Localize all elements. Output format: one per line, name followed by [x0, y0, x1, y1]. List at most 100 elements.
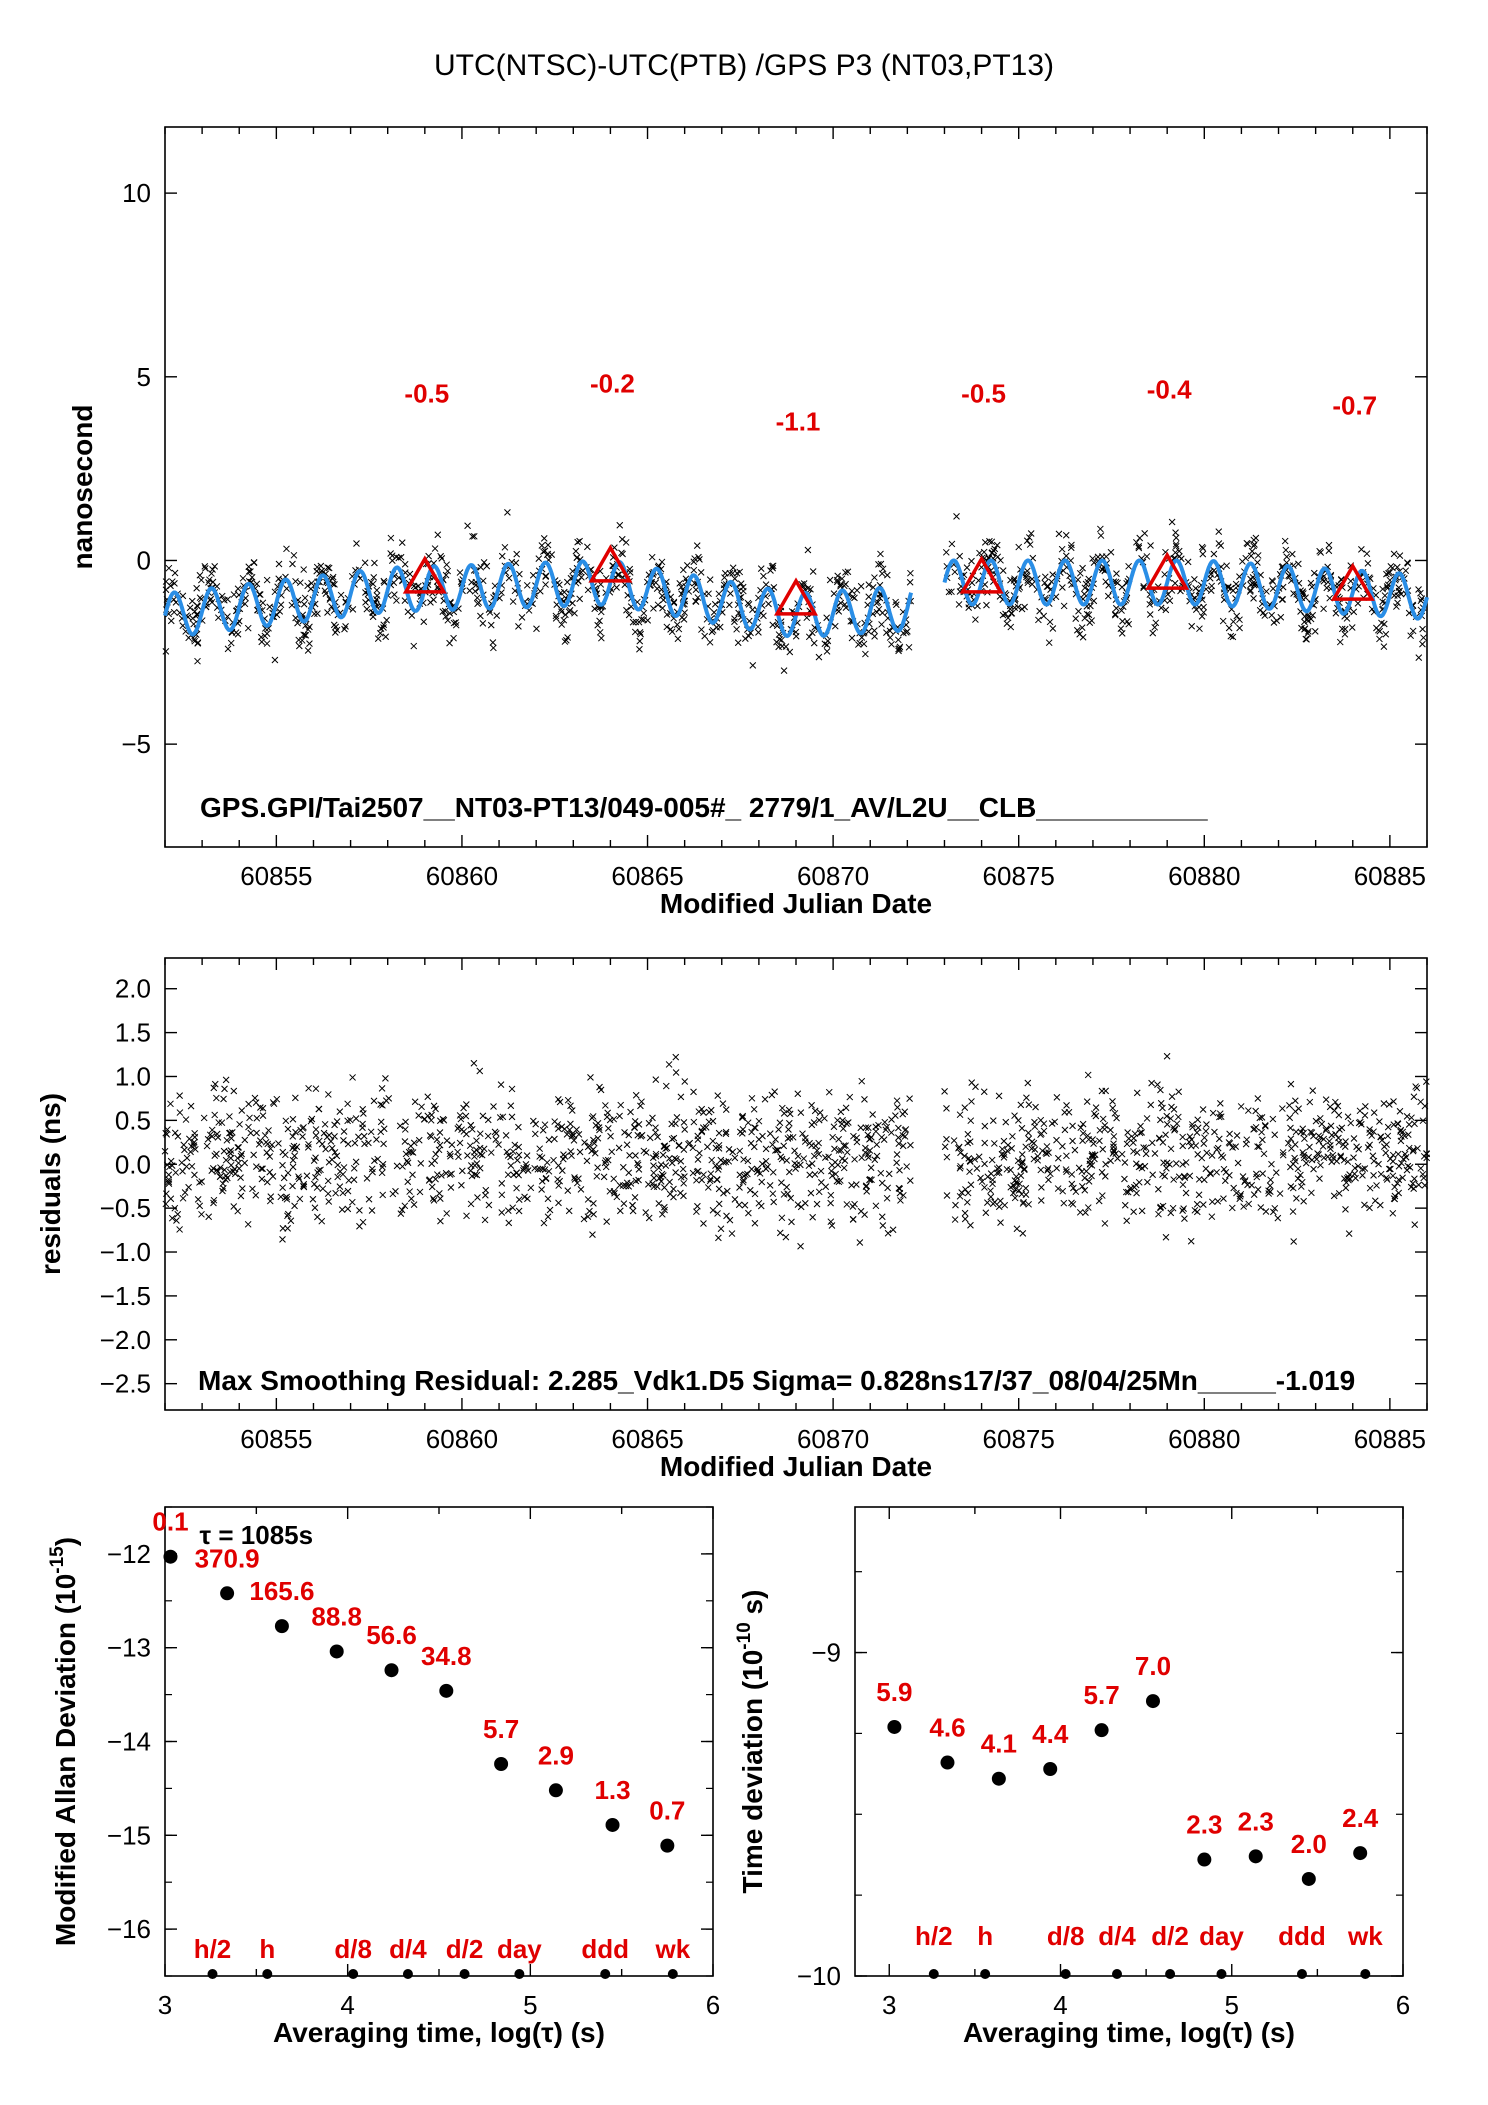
data-point — [471, 1153, 478, 1160]
data-point — [1138, 1164, 1146, 1172]
data-point — [746, 1186, 754, 1194]
data-point — [1208, 1198, 1216, 1206]
data-point — [901, 1126, 909, 1134]
data-point — [318, 567, 326, 575]
data-point — [715, 590, 723, 598]
data-point — [886, 634, 894, 641]
data-point — [245, 1100, 252, 1108]
data-point — [827, 1218, 835, 1226]
data-point — [1301, 1135, 1308, 1143]
data-point — [352, 1115, 360, 1122]
data-point — [404, 1178, 412, 1186]
data-point — [168, 1162, 176, 1170]
interval-marker — [1112, 1969, 1123, 1979]
data-point — [165, 564, 173, 572]
data-point — [324, 564, 332, 571]
data-point — [479, 619, 487, 627]
data-point — [882, 1126, 890, 1134]
data-point — [1039, 1147, 1046, 1155]
data-point — [895, 645, 902, 653]
data-point — [1119, 617, 1126, 625]
data-point — [594, 621, 602, 629]
data-point — [983, 601, 990, 609]
data-point — [1342, 1138, 1349, 1145]
data-point — [538, 542, 546, 549]
data-point — [1206, 574, 1214, 582]
data-point — [1404, 1131, 1412, 1138]
data-point — [1248, 547, 1256, 555]
data-point — [589, 1113, 597, 1120]
data-point — [1314, 1150, 1321, 1157]
data-point — [536, 1145, 544, 1153]
data-point — [379, 1163, 386, 1171]
data-point — [426, 1176, 434, 1184]
data-point — [312, 1174, 319, 1181]
data-point — [785, 1168, 793, 1176]
data-point — [778, 1214, 786, 1222]
data-point — [895, 1124, 902, 1132]
data-point — [230, 1203, 238, 1210]
data-point — [1001, 1151, 1008, 1159]
data-point — [1010, 577, 1018, 584]
deviation-point — [887, 1719, 902, 1734]
data-point — [693, 1208, 700, 1216]
data-point — [1038, 1184, 1045, 1191]
data-point — [1236, 1195, 1244, 1203]
data-point — [470, 532, 478, 540]
data-point — [619, 1163, 627, 1171]
data-point — [167, 1100, 174, 1108]
data-point — [1130, 1134, 1138, 1142]
data-point — [865, 1154, 872, 1161]
data-point — [340, 1137, 347, 1144]
data-point — [1285, 1139, 1292, 1147]
data-point — [989, 1117, 997, 1124]
data-point — [977, 1174, 984, 1182]
data-point — [182, 1116, 190, 1123]
data-point — [558, 621, 566, 628]
data-point — [896, 1166, 903, 1174]
data-point — [645, 1119, 653, 1127]
data-point — [1250, 1191, 1258, 1198]
data-point — [1395, 1176, 1403, 1184]
data-point — [1020, 1198, 1027, 1206]
data-point — [515, 1123, 522, 1131]
data-point — [201, 565, 209, 572]
data-point — [1167, 1145, 1175, 1153]
data-point — [434, 531, 442, 539]
data-point — [227, 1147, 235, 1154]
data-point — [830, 1123, 838, 1131]
data-point — [1341, 1143, 1349, 1150]
data-point — [1053, 1094, 1061, 1101]
interval-marker — [1360, 1969, 1371, 1979]
data-point — [1216, 1099, 1224, 1107]
data-point — [536, 587, 544, 595]
data-point — [321, 1120, 329, 1128]
data-point — [1076, 1208, 1084, 1216]
data-point — [840, 1142, 848, 1149]
data-point — [1252, 534, 1260, 542]
data-point — [216, 1173, 224, 1181]
data-point — [540, 1219, 548, 1227]
data-point — [1099, 1145, 1107, 1153]
data-point — [866, 1147, 874, 1154]
data-point — [410, 1201, 418, 1208]
data-point — [602, 1157, 610, 1164]
data-point — [404, 608, 412, 616]
data-point — [1181, 1215, 1188, 1222]
data-point — [1175, 1088, 1183, 1096]
data-point — [571, 1174, 578, 1181]
data-point — [1412, 1083, 1419, 1090]
data-point — [583, 1157, 591, 1165]
data-point — [761, 1095, 769, 1103]
data-point — [1418, 595, 1426, 602]
data-point — [1384, 1132, 1392, 1140]
data-point — [393, 597, 400, 604]
data-point — [956, 552, 964, 560]
data-point — [1359, 1165, 1366, 1173]
data-point — [868, 1176, 875, 1184]
data-point — [589, 1231, 596, 1238]
data-point — [370, 1097, 378, 1105]
data-point — [398, 1206, 406, 1214]
data-point — [1245, 1200, 1253, 1208]
data-point — [594, 1164, 601, 1172]
